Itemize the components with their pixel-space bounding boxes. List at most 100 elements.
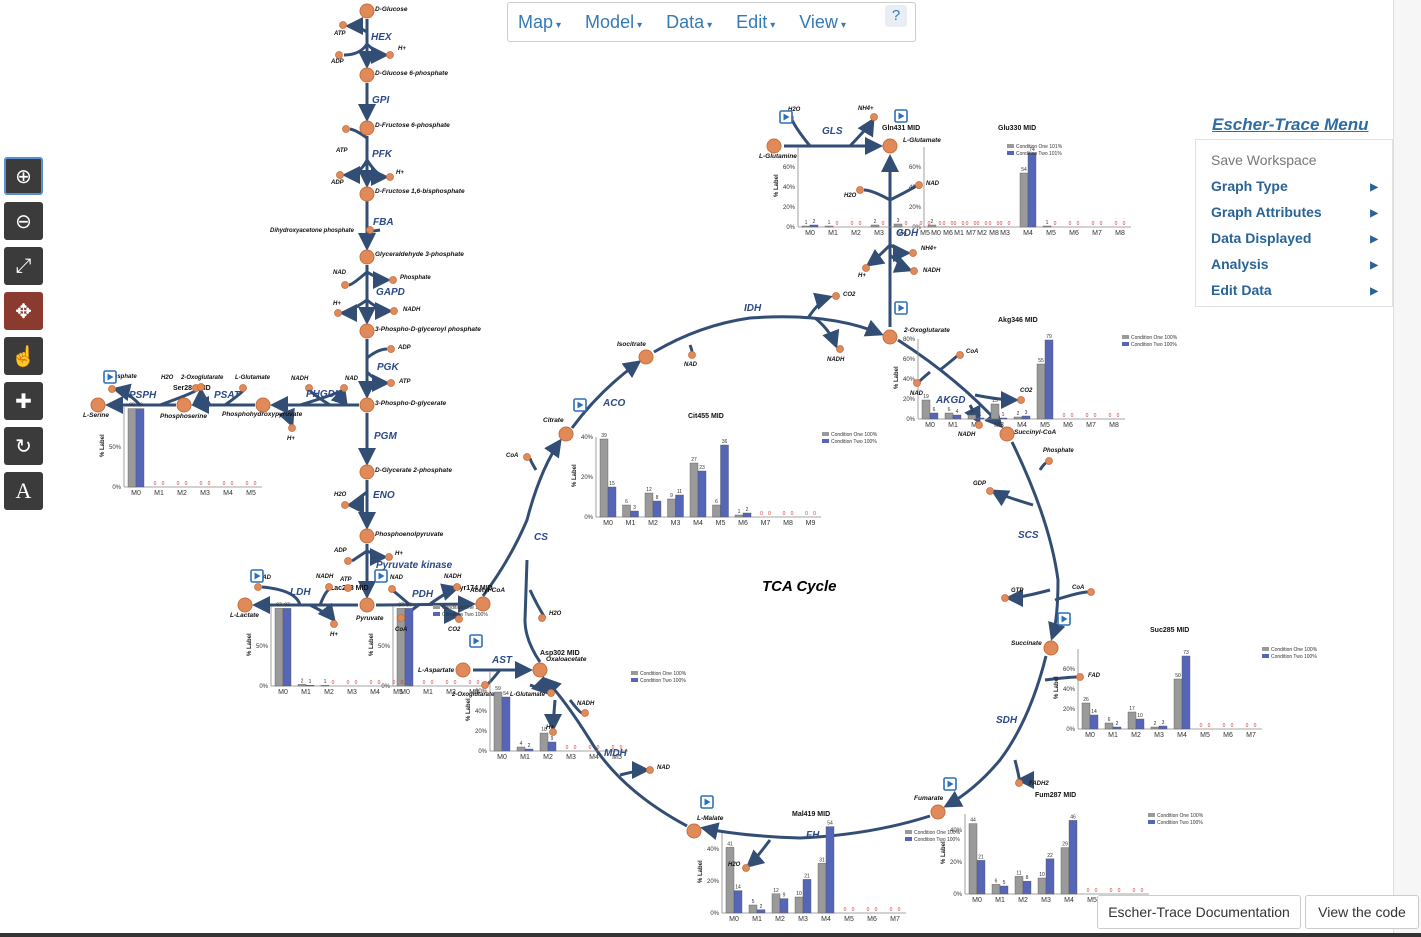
cofactor-node[interactable] (344, 557, 352, 565)
help-button[interactable]: ? (885, 5, 907, 27)
cofactor-node[interactable] (547, 689, 555, 697)
edit-data-item[interactable]: Edit Data ▶ (1196, 280, 1392, 306)
show-graph-button[interactable] (573, 398, 587, 412)
cofactor-node[interactable] (385, 553, 393, 561)
show-graph-button[interactable] (943, 777, 957, 791)
cofactor-node[interactable] (108, 385, 116, 393)
metabolite-node[interactable] (882, 138, 898, 154)
metabolite-node[interactable] (766, 138, 782, 154)
show-graph-button[interactable] (779, 110, 793, 124)
cofactor-node[interactable] (1001, 594, 1009, 602)
menu-view[interactable]: View ▾ (799, 11, 846, 32)
escher-trace-menu-title[interactable]: Escher-Trace Menu (1212, 115, 1369, 134)
cofactor-node[interactable] (1017, 396, 1025, 404)
menu-map[interactable]: Map ▾ (518, 11, 562, 32)
cofactor-node[interactable] (288, 424, 296, 432)
cofactor-node[interactable] (856, 186, 864, 194)
menu-edit[interactable]: Edit ▾ (736, 11, 776, 32)
cofactor-node[interactable] (909, 249, 917, 257)
cofactor-node[interactable] (646, 766, 654, 774)
metabolite-node[interactable] (359, 597, 375, 613)
graph-type-item[interactable]: Graph Type ▶ (1196, 176, 1392, 202)
cofactor-node[interactable] (387, 379, 395, 387)
cofactor-node[interactable] (342, 125, 350, 133)
cofactor-node[interactable] (862, 264, 870, 272)
cofactor-node[interactable] (956, 351, 964, 359)
cofactor-node[interactable] (388, 585, 396, 593)
view-code-button[interactable]: View the code (1305, 895, 1419, 929)
cofactor-node[interactable] (836, 345, 844, 353)
metabolite-node[interactable] (558, 426, 574, 442)
cofactor-node[interactable] (397, 614, 405, 622)
metabolite-node[interactable] (686, 823, 702, 839)
cofactor-node[interactable] (336, 171, 344, 179)
zoom-in-button[interactable]: ⊕ (4, 157, 43, 195)
show-graph-button[interactable] (700, 795, 714, 809)
cofactor-node[interactable] (1015, 779, 1023, 787)
cofactor-node[interactable] (339, 21, 347, 29)
metabolite-node[interactable] (882, 329, 898, 345)
metabolite-node[interactable] (255, 397, 271, 413)
menu-model[interactable]: Model ▾ (585, 11, 643, 32)
cofactor-node[interactable] (341, 281, 349, 289)
metabolite-node[interactable] (930, 804, 946, 820)
cofactor-node[interactable] (254, 583, 262, 591)
cofactor-node[interactable] (340, 384, 348, 392)
select-mode-button[interactable]: ☝ (4, 337, 43, 375)
metabolite-node[interactable] (359, 120, 375, 136)
cofactor-node[interactable] (1045, 457, 1053, 465)
cofactor-node[interactable] (344, 584, 352, 592)
documentation-button[interactable]: Escher-Trace Documentation (1097, 895, 1301, 929)
cofactor-node[interactable] (387, 345, 395, 353)
metabolite-node[interactable] (359, 3, 375, 19)
analysis-item[interactable]: Analysis ▶ (1196, 254, 1392, 280)
cofactor-node[interactable] (538, 614, 546, 622)
cofactor-node[interactable] (832, 292, 840, 300)
metabolite-node[interactable] (359, 249, 375, 265)
cofactor-node[interactable] (334, 309, 342, 317)
metabolite-node[interactable] (359, 397, 375, 413)
cofactor-node[interactable] (239, 384, 247, 392)
cofactor-node[interactable] (1076, 673, 1084, 681)
save-workspace-item[interactable]: Save Workspace (1211, 152, 1317, 168)
cofactor-node[interactable] (915, 181, 923, 189)
metabolite-node[interactable] (359, 323, 375, 339)
graph-attributes-item[interactable]: Graph Attributes ▶ (1196, 202, 1392, 228)
metabolite-node[interactable] (359, 67, 375, 83)
cofactor-node[interactable] (390, 307, 398, 315)
cofactor-node[interactable] (366, 226, 374, 234)
show-graph-button[interactable] (103, 370, 117, 384)
cofactor-node[interactable] (386, 173, 394, 181)
cofactor-node[interactable] (523, 453, 531, 461)
fit-screen-button[interactable]: ⤢ (4, 247, 43, 285)
cofactor-node[interactable] (688, 351, 696, 359)
cofactor-node[interactable] (913, 379, 921, 387)
show-graph-button[interactable] (894, 109, 908, 123)
cofactor-node[interactable] (975, 421, 983, 429)
menu-data[interactable]: Data ▾ (666, 11, 713, 32)
cofactor-node[interactable] (341, 501, 349, 509)
cofactor-node[interactable] (481, 681, 489, 689)
metabolite-node[interactable] (90, 397, 106, 413)
add-reaction-button[interactable]: ✚ (4, 382, 43, 420)
metabolite-node[interactable] (237, 597, 253, 613)
text-mode-button[interactable]: A (4, 472, 43, 510)
cofactor-node[interactable] (453, 583, 461, 591)
show-graph-button[interactable] (894, 301, 908, 315)
metabolite-node[interactable] (359, 464, 375, 480)
metabolite-node[interactable] (532, 662, 548, 678)
cofactor-node[interactable] (1087, 588, 1095, 596)
cofactor-node[interactable] (455, 615, 463, 623)
cofactor-node[interactable] (870, 113, 878, 121)
cofactor-node[interactable] (325, 583, 333, 591)
metabolite-node[interactable] (999, 426, 1015, 442)
cofactor-node[interactable] (986, 487, 994, 495)
metabolite-node[interactable] (359, 186, 375, 202)
show-graph-button[interactable] (1057, 612, 1071, 626)
data-displayed-item[interactable]: Data Displayed ▶ (1196, 228, 1392, 254)
cofactor-node[interactable] (549, 728, 557, 736)
cofactor-node[interactable] (742, 864, 750, 872)
cofactor-node[interactable] (910, 267, 918, 275)
show-graph-button[interactable] (469, 634, 483, 648)
